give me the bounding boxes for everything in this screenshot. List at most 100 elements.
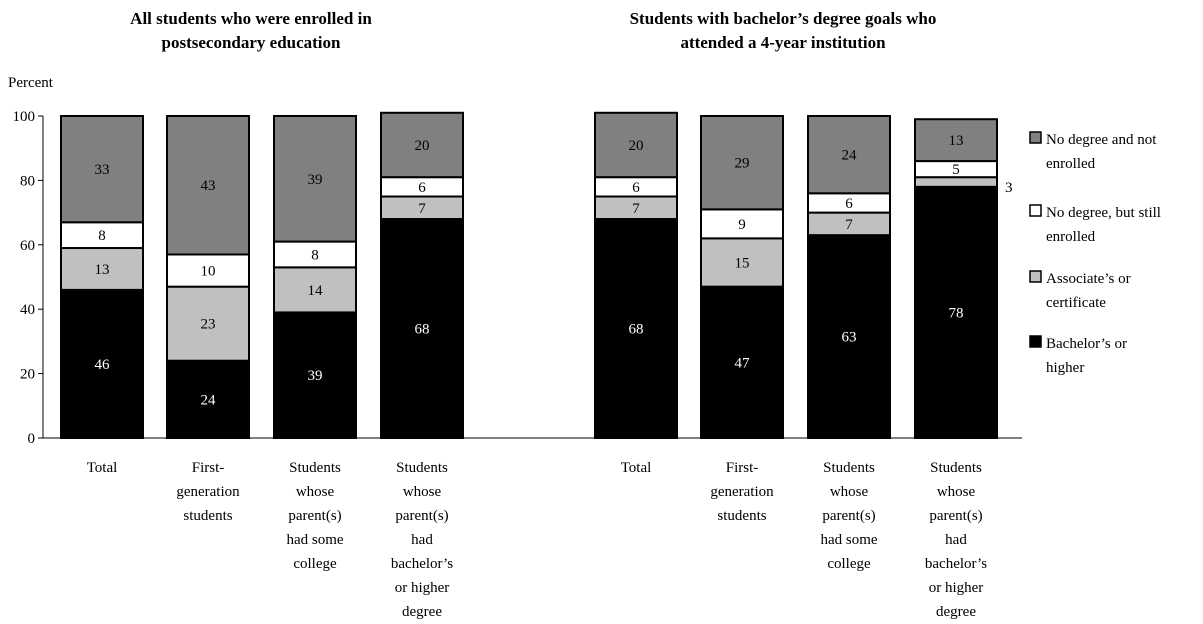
x-tick-label: students: [183, 508, 232, 524]
x-tick-label: college: [827, 556, 871, 572]
data-label: 7: [845, 217, 853, 233]
panel-title: All students who were enrolled in: [130, 9, 372, 28]
x-tick-label: Total: [87, 460, 118, 476]
x-tick-label: generation: [710, 484, 774, 500]
bar-segment: [914, 185, 998, 439]
panel-title: Students with bachelor’s degree goals wh…: [630, 9, 937, 28]
bar-segment: [60, 221, 144, 250]
bar-segment: [60, 288, 144, 439]
legend-label: Associate’s or: [1046, 271, 1131, 287]
x-tick-label: First-: [192, 460, 225, 476]
data-label: 63: [842, 330, 857, 346]
legend-label: No degree and not: [1046, 132, 1157, 148]
bar-segment: [700, 285, 784, 439]
x-tick-label: or higher: [929, 580, 984, 596]
y-tick-label: 0: [28, 431, 36, 447]
data-label: 24: [842, 148, 858, 164]
y-tick-label: 40: [20, 302, 35, 318]
panel-title: postsecondary education: [162, 33, 342, 52]
legend-swatch: [1029, 335, 1042, 348]
data-label: 14: [308, 283, 324, 299]
legend-label: enrolled: [1046, 156, 1096, 172]
data-label: 43: [201, 178, 216, 194]
data-label: 29: [735, 156, 750, 172]
x-tick-label: whose: [403, 484, 442, 500]
bar-segment: [380, 218, 464, 439]
legend-swatch: [1029, 204, 1042, 217]
bar-segment: [273, 266, 357, 314]
data-label: 8: [311, 247, 319, 263]
bar-segment: [60, 247, 144, 291]
data-label: 68: [415, 322, 430, 338]
data-label: 23: [201, 317, 216, 333]
legend-label: No degree, but still: [1046, 205, 1161, 221]
data-label: 9: [738, 217, 746, 233]
y-tick-label: 20: [20, 367, 35, 383]
bar-segment: [914, 176, 998, 188]
y-tick-label: 60: [20, 238, 35, 254]
x-tick-label: parent(s): [929, 508, 982, 524]
bar-segment: [166, 115, 250, 256]
data-label: 6: [632, 180, 640, 196]
x-tick-label: bachelor’s: [391, 556, 453, 572]
x-tick-label: degree: [402, 604, 442, 620]
data-label: 39: [308, 172, 323, 188]
x-tick-label: Students: [930, 460, 982, 476]
x-tick-label: whose: [937, 484, 976, 500]
bar-segment: [914, 118, 998, 163]
data-label: 15: [735, 256, 750, 272]
x-tick-label: degree: [936, 604, 976, 620]
bar-segment: [807, 234, 891, 439]
bar-segment: [594, 218, 678, 439]
legend-label: enrolled: [1046, 229, 1096, 245]
x-tick-label: had: [411, 532, 433, 548]
bar-segment: [273, 115, 357, 243]
legend-swatch: [1029, 131, 1042, 144]
x-tick-label: had: [945, 532, 967, 548]
bar-segment: [807, 115, 891, 195]
data-label: 7: [632, 201, 640, 217]
data-label: 33: [95, 162, 110, 178]
legend-swatch: [1029, 270, 1042, 283]
x-tick-label: parent(s): [288, 508, 341, 524]
x-tick-label: First-: [726, 460, 759, 476]
data-label: 8: [98, 228, 106, 244]
data-label: 6: [418, 180, 426, 196]
y-tick-label: 100: [13, 109, 36, 125]
x-tick-label: Students: [396, 460, 448, 476]
x-tick-label: Total: [621, 460, 652, 476]
data-label: 68: [629, 322, 644, 338]
panel-title: attended a 4-year institution: [680, 33, 886, 52]
x-tick-label: parent(s): [395, 508, 448, 524]
x-tick-label: whose: [296, 484, 335, 500]
data-label: 78: [949, 305, 964, 321]
data-label: 20: [629, 138, 644, 154]
data-label: 6: [845, 196, 853, 212]
bar-segment: [60, 115, 144, 224]
x-tick-label: generation: [176, 484, 240, 500]
x-tick-label: had some: [286, 532, 343, 548]
bar-segment: [380, 111, 464, 179]
x-tick-label: bachelor’s: [925, 556, 987, 572]
data-label: 46: [95, 357, 111, 373]
data-label: 20: [415, 138, 430, 154]
data-label: 3: [1005, 180, 1013, 196]
data-label: 13: [95, 262, 110, 278]
x-tick-label: whose: [830, 484, 869, 500]
x-tick-label: students: [717, 508, 766, 524]
data-label: 5: [952, 162, 960, 178]
legend-label: Bachelor’s or: [1046, 336, 1127, 352]
bar-segment: [700, 115, 784, 211]
bar-segment: [166, 359, 250, 439]
y-axis-label: Percent: [8, 75, 54, 91]
legend-label: certificate: [1046, 295, 1106, 311]
legend-label: higher: [1046, 360, 1084, 376]
data-label: 13: [949, 133, 964, 149]
x-tick-label: Students: [289, 460, 341, 476]
bar-segment: [594, 111, 678, 179]
bar-segment: [273, 240, 357, 269]
y-tick-label: 80: [20, 173, 35, 189]
bar-segment: [273, 311, 357, 440]
data-label: 47: [735, 355, 751, 371]
